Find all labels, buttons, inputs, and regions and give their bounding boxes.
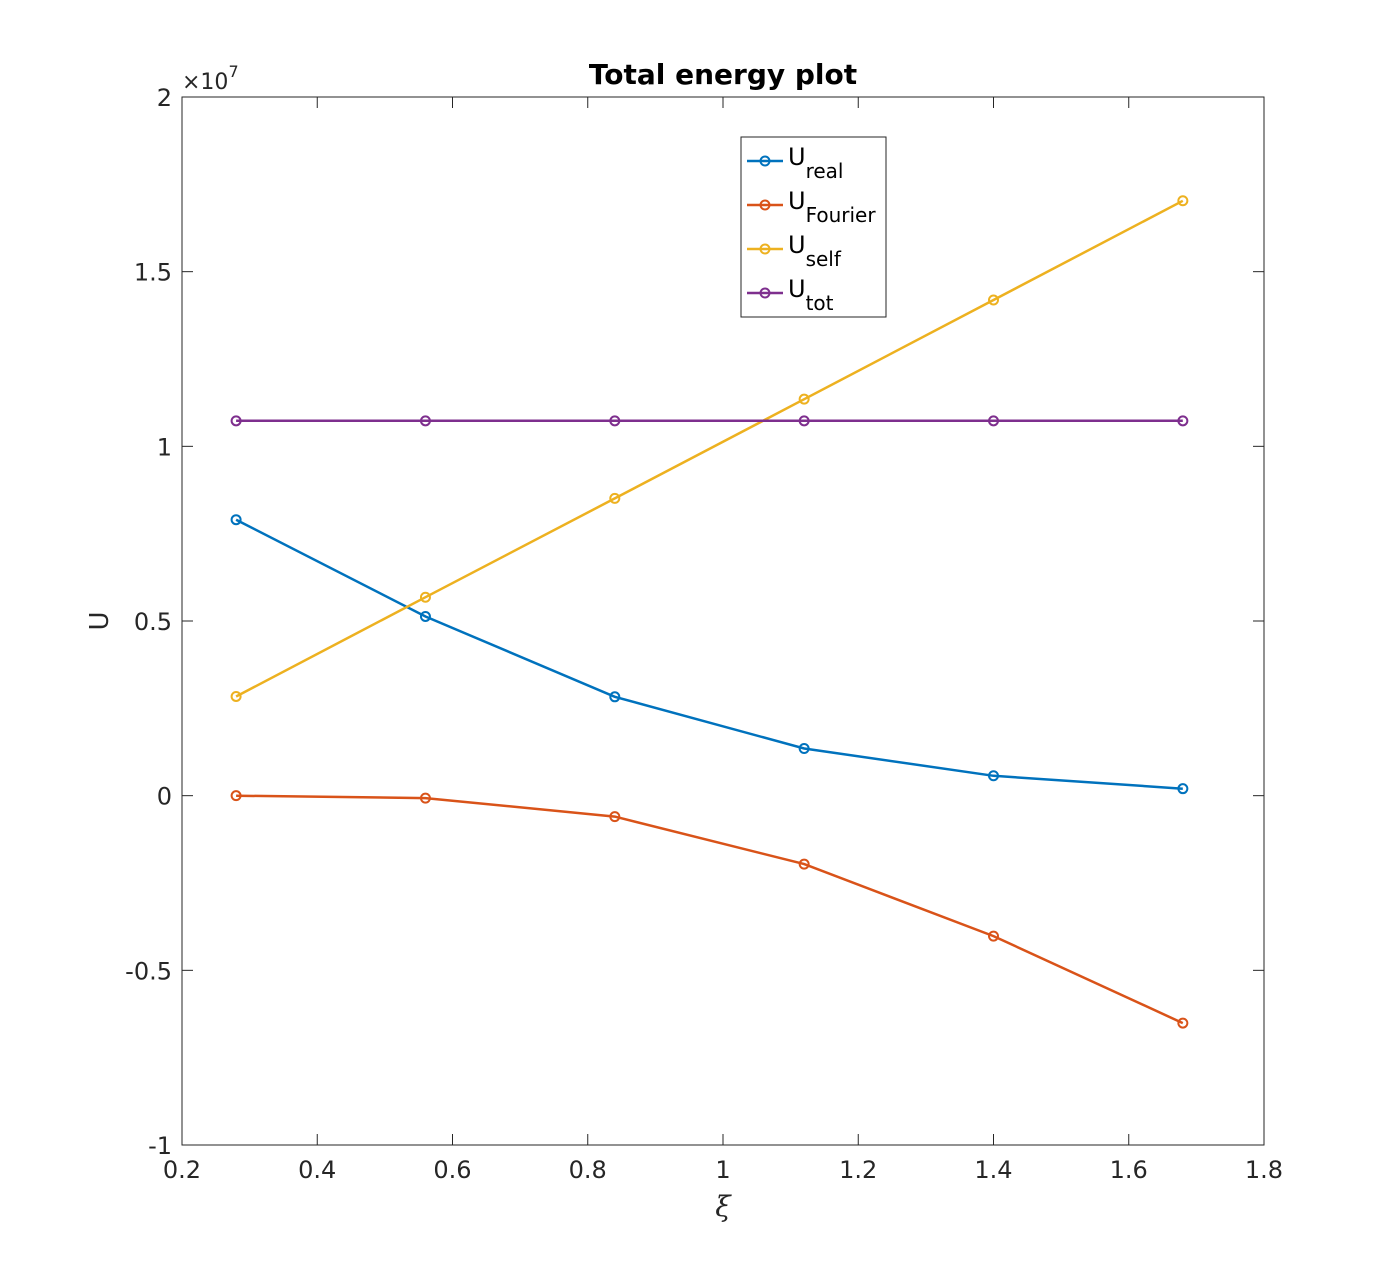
data-point-u-fourier — [798, 858, 810, 870]
data-point-u-tot — [419, 415, 431, 427]
data-point-u-real — [988, 770, 999, 782]
y-tick-label: -0.5 — [125, 957, 172, 985]
legend-marker-u-real — [759, 155, 771, 167]
data-point-u-tot — [1177, 415, 1189, 427]
data-point-u-self — [798, 393, 810, 405]
y-tick-label: 1.5 — [134, 259, 172, 287]
data-point-u-tot — [609, 415, 621, 427]
data-point-u-self — [609, 492, 621, 504]
y-exponent-label: ×107 — [182, 62, 239, 95]
data-point-u-real — [419, 610, 431, 622]
data-point-u-tot — [230, 415, 242, 427]
x-tick-label: 1.4 — [974, 1156, 1012, 1184]
x-axis-label: ξ — [715, 1190, 732, 1223]
series-line-u-real — [235, 518, 1183, 790]
legend-label-u-fourier: UFourier — [788, 187, 876, 227]
data-point-u-self — [419, 591, 431, 603]
data-point-u-fourier — [1177, 1017, 1189, 1029]
data-point-u-self — [230, 690, 242, 702]
plot-area — [182, 97, 1264, 1145]
legend-marker-u-self — [759, 243, 771, 255]
y-axis-label: U — [85, 611, 115, 630]
legend-marker-u-fourier — [759, 199, 771, 211]
data-point-u-self — [1177, 195, 1189, 207]
data-point-u-tot — [988, 415, 999, 427]
data-point-u-fourier — [419, 792, 431, 804]
data-point-u-fourier — [609, 811, 621, 823]
x-tick-label: 1.2 — [839, 1156, 877, 1184]
x-tick-label: 1.8 — [1245, 1156, 1283, 1184]
chart-title: Total energy plot — [589, 58, 857, 91]
data-point-u-tot — [798, 415, 810, 427]
x-tick-label: 0.4 — [298, 1156, 336, 1184]
legend-box — [740, 136, 887, 318]
y-exponent-power: 7 — [228, 62, 238, 81]
data-point-u-real — [798, 743, 810, 755]
x-tick-label: 0.2 — [163, 1156, 201, 1184]
data-point-u-fourier — [230, 790, 242, 802]
y-tick-label: 0 — [157, 783, 172, 811]
data-point-u-real — [609, 691, 621, 703]
data-point-u-real — [230, 514, 242, 526]
legend-label-u-self: Uself — [788, 231, 842, 271]
x-tick-label: 1 — [715, 1156, 730, 1184]
y-tick-label: -1 — [148, 1132, 172, 1160]
y-exponent-base: ×10 — [182, 70, 228, 95]
series-line-u-self — [235, 199, 1184, 698]
data-point-u-real — [1177, 783, 1189, 795]
x-tick-label: 0.6 — [433, 1156, 471, 1184]
series-layer — [230, 195, 1189, 1029]
legend-marker-u-tot — [759, 287, 771, 299]
data-point-u-fourier — [988, 930, 999, 942]
y-tick-label: 1 — [157, 433, 172, 461]
x-tick-label: 1.6 — [1110, 1156, 1148, 1184]
data-point-u-self — [988, 294, 999, 306]
legend-label-u-real: Ureal — [788, 143, 843, 183]
x-tick-label: 0.8 — [569, 1156, 607, 1184]
series-line-u-fourier — [236, 794, 1184, 1025]
legend-label-u-tot: Utot — [788, 275, 834, 315]
y-tick-label: 2 — [157, 84, 172, 112]
y-tick-label: 0.5 — [134, 608, 172, 636]
axes-layer: 0.2 0.4 0.6 0.8 1 1.2 1.4 1.6 1.8 -1 -0.5 0 0.5 1 1.5 2 — [125, 84, 1283, 1184]
